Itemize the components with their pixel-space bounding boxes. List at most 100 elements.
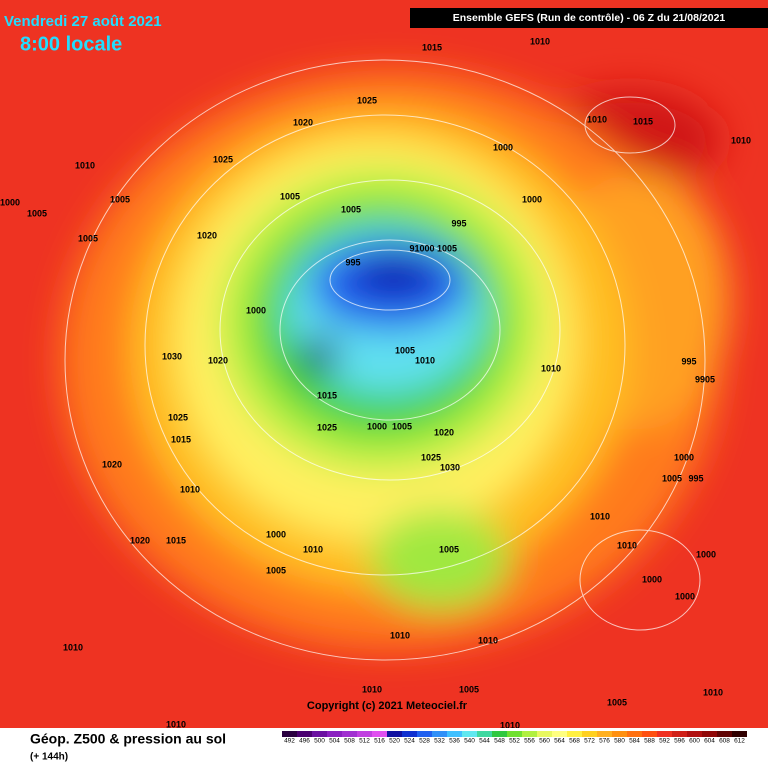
legend-swatch: [447, 731, 462, 737]
isobar-label: 1005: [395, 345, 415, 355]
legend-swatch: [552, 731, 567, 737]
legend-swatch: [327, 731, 342, 737]
isobar-label: 1020: [102, 459, 122, 469]
legend-label: 532: [434, 738, 445, 745]
legend-label: 504: [329, 738, 340, 745]
legend-swatch: [732, 731, 747, 737]
legend-label: 560: [539, 738, 550, 745]
legend-swatch: [477, 731, 492, 737]
legend-swatch: [612, 731, 627, 737]
legend-swatch: [342, 731, 357, 737]
legend-label: 596: [674, 738, 685, 745]
isobar-label: 1015: [633, 116, 653, 126]
isobar-label: 1010: [617, 540, 637, 550]
legend-swatch: [717, 731, 732, 737]
legend-swatch: [372, 731, 387, 737]
isobar-label: 1005: [607, 697, 627, 707]
legend-swatch: [357, 731, 372, 737]
legend-label: 564: [554, 738, 565, 745]
isobar-label: 1020: [208, 355, 228, 365]
legend-label: 508: [344, 738, 355, 745]
legend-label: 580: [614, 738, 625, 745]
isobar-label: 1005: [459, 684, 479, 694]
isobar-label: 1010: [415, 355, 435, 365]
legend-label: 572: [584, 738, 595, 745]
legend-swatch: [492, 731, 507, 737]
legend-label: 540: [464, 738, 475, 745]
legend-swatch: [687, 731, 702, 737]
legend-swatch: [462, 731, 477, 737]
legend-label: 516: [374, 738, 385, 745]
isobar-label: 1000: [493, 142, 513, 152]
isobar-label: 1010: [75, 160, 95, 170]
legend-label: 528: [419, 738, 430, 745]
isobar-label: 1000: [367, 421, 387, 431]
legend-swatch: [282, 731, 297, 737]
legend-swatch: [582, 731, 597, 737]
run-banner: [410, 8, 768, 28]
legend-swatch: [702, 731, 717, 737]
legend-label: 552: [509, 738, 520, 745]
isobar-label: 1005: [439, 544, 459, 554]
isobar-label: 1000: [675, 591, 695, 601]
z500-field: [0, 0, 768, 728]
legend-label: 548: [494, 738, 505, 745]
isobar-label: 1005: [110, 194, 130, 204]
legend-swatch: [672, 731, 687, 737]
time: 8:00 locale: [20, 33, 122, 55]
isobar-label: 1015: [171, 434, 191, 444]
legend-label: 612: [734, 738, 745, 745]
isobar-label: 1010: [590, 511, 610, 521]
isobar-label: 1005: [437, 243, 457, 253]
isobar-label: 1025: [213, 154, 233, 164]
isobar-label: 1010: [530, 36, 550, 46]
isobar-labels: 1015 1010 1025 1020 1010 1015 1010 1010 1025 1000…: [0, 36, 751, 730]
isobar-label: 9905: [695, 374, 715, 384]
isobar-label: 1020: [293, 117, 313, 127]
legend-swatch: [417, 731, 432, 737]
legend-swatch: [627, 731, 642, 737]
isobar-label: 1005: [280, 191, 300, 201]
isobar-label: 1005: [392, 421, 412, 431]
isobar-label: 1020: [434, 427, 454, 437]
isobar-label: 1000: [266, 529, 286, 539]
legend-swatch: [657, 731, 672, 737]
legend-label: 608: [719, 738, 730, 745]
isobar-label: 1010: [541, 363, 561, 373]
legend-label: 492: [284, 738, 295, 745]
isobar-label: 1010: [63, 642, 83, 652]
legend-label: 584: [629, 738, 640, 745]
legend-label: 592: [659, 738, 670, 745]
footer-title: Géop. Z500 & pression au sol: [30, 731, 226, 747]
isobar-label: 1025: [357, 95, 377, 105]
isobar-label: 1015: [166, 535, 186, 545]
isobar-label: 995: [688, 473, 703, 483]
isobar-label: 1010: [303, 544, 323, 554]
legend-swatch: [297, 731, 312, 737]
isobar-label: 1010: [500, 720, 520, 730]
legend-label: 520: [389, 738, 400, 745]
legend-swatch: [507, 731, 522, 737]
date: Vendredi 27 août 2021: [4, 13, 162, 30]
isobar-label: 1000: [674, 452, 694, 462]
isobar-label: 1010: [166, 719, 186, 729]
legend-swatch: [432, 731, 447, 737]
legend-label: 500: [314, 738, 325, 745]
isobar-label: 1015: [422, 42, 442, 52]
legend-label: 576: [599, 738, 610, 745]
legend-label: 524: [404, 738, 415, 745]
isobar-label: 1005: [78, 233, 98, 243]
legend-swatch: [312, 731, 327, 737]
isobar-label: 1005: [266, 565, 286, 575]
isobar-label: 1005: [662, 473, 682, 483]
legend: 492 496 500 504 508 512 516 520 524 528 532 536 540 5…: [282, 731, 747, 745]
isobar-label: 995: [345, 257, 360, 267]
isobar-label: 1030: [440, 462, 460, 472]
legend-swatch: [522, 731, 537, 737]
isobar-label: 1000: [696, 549, 716, 559]
isobar-label: 995: [681, 356, 696, 366]
isobar-label: 1020: [197, 230, 217, 240]
isobar-label: 1025: [317, 422, 337, 432]
isobar-label: 1005: [341, 204, 361, 214]
